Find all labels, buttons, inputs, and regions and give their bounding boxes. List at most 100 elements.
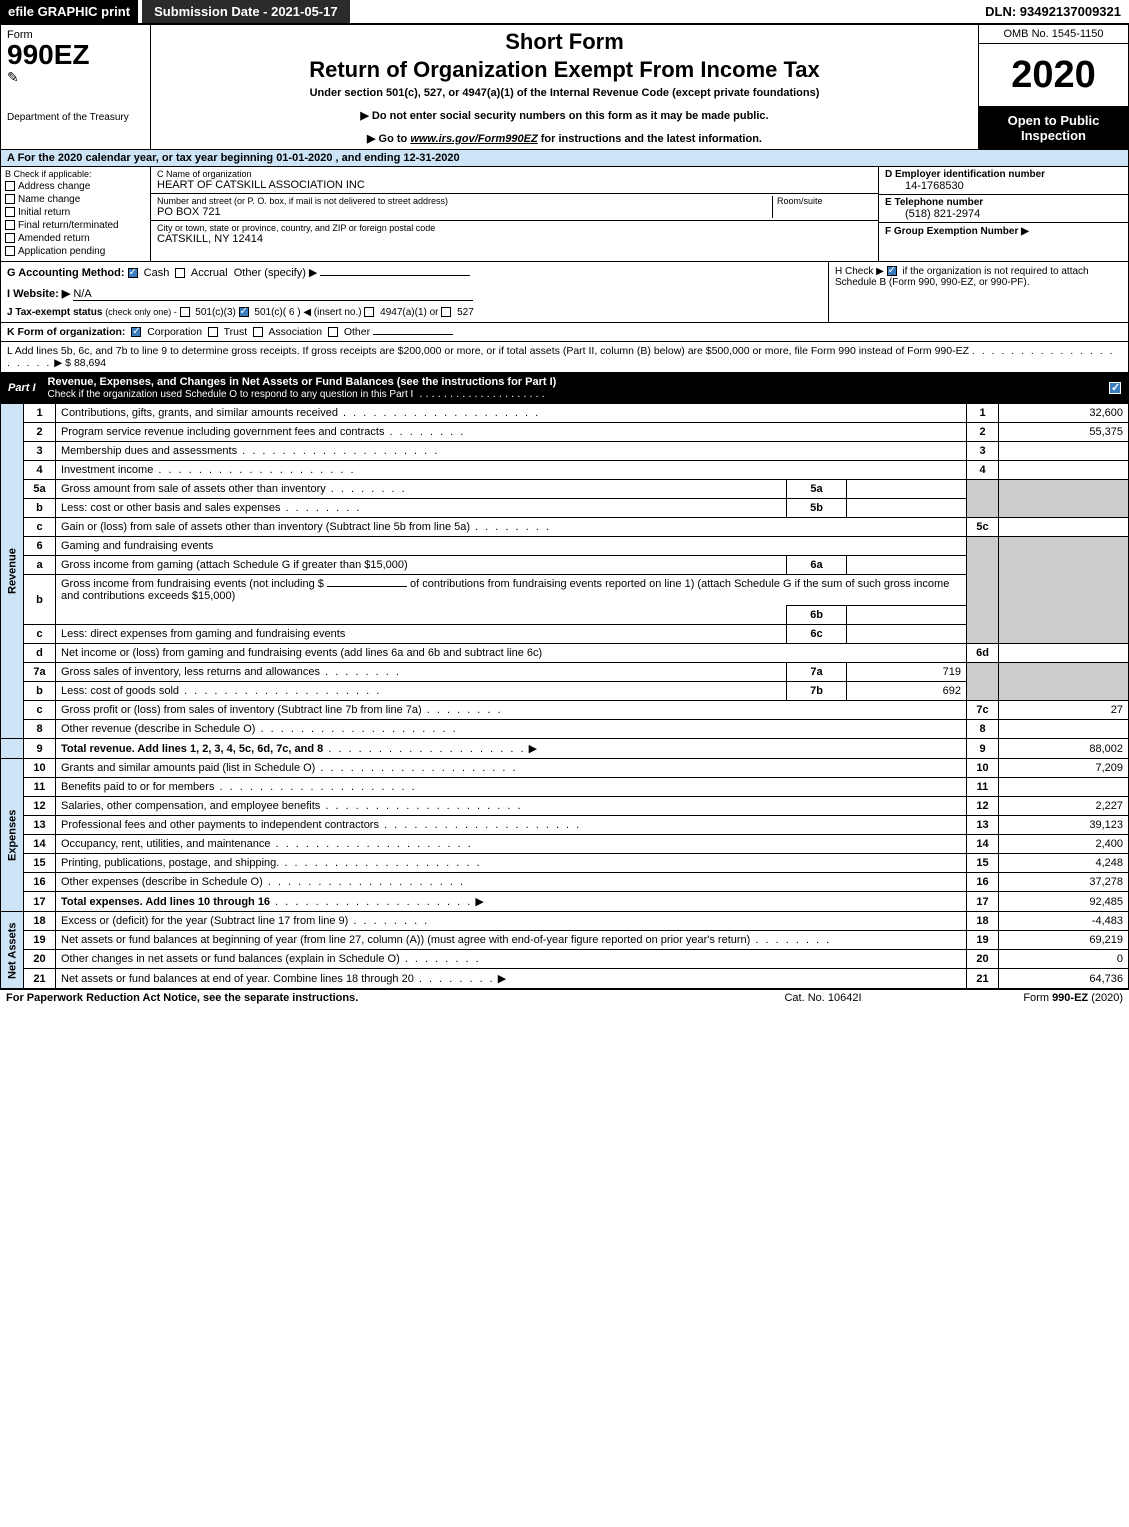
line-rn: 7c <box>967 701 999 720</box>
dots <box>379 819 581 831</box>
section-f: F Group Exemption Number ▶ <box>879 223 1128 261</box>
line-desc: Gross income from gaming (attach Schedul… <box>56 556 787 575</box>
line-amount: 32,600 <box>999 404 1129 423</box>
desc-text: Gross income from fundraising events (no… <box>61 578 324 590</box>
spacer <box>350 0 978 23</box>
short-form-title: Short Form <box>161 29 968 55</box>
sub-num: 6c <box>787 625 847 644</box>
line-desc: Excess or (deficit) for the year (Subtra… <box>56 912 967 931</box>
footer-left: For Paperwork Reduction Act Notice, see … <box>6 992 723 1004</box>
desc-text: Benefits paid to or for members <box>61 781 214 793</box>
table-row: 8 Other revenue (describe in Schedule O)… <box>1 720 1129 739</box>
dots <box>237 445 439 457</box>
irs-link[interactable]: www.irs.gov/Form990EZ <box>410 133 537 145</box>
chk-address-change[interactable]: Address change <box>5 181 146 192</box>
sub-val: 692 <box>847 682 967 701</box>
table-row: b Gross income from fundraising events (… <box>1 575 1129 606</box>
line-desc: Program service revenue including govern… <box>56 423 967 442</box>
line-rn: 18 <box>967 912 999 931</box>
chk-name-change[interactable]: Name change <box>5 194 146 205</box>
ein-value: 14-1768530 <box>885 180 1122 192</box>
checkbox-icon[interactable] <box>175 268 185 278</box>
line-rn: 12 <box>967 797 999 816</box>
checkbox-checked-icon[interactable] <box>131 327 141 337</box>
form-number: 990EZ <box>7 41 144 69</box>
chk-label: Initial return <box>18 207 70 218</box>
part1-table: Revenue 1 Contributions, gifts, grants, … <box>0 403 1129 989</box>
line-num: 9 <box>24 739 56 759</box>
submission-date: Submission Date - 2021-05-17 <box>142 0 350 23</box>
j-note: (check only one) - <box>105 307 177 317</box>
irs-logo-icon: ✎ <box>7 69 144 86</box>
line-amount: 7,209 <box>999 759 1129 778</box>
h-text1: H Check ▶ <box>835 266 884 277</box>
dots <box>255 723 457 735</box>
header-left: Form 990EZ ✎ Department of the Treasury <box>1 25 151 149</box>
sub-val <box>847 480 967 499</box>
checkbox-icon[interactable] <box>328 327 338 337</box>
line-rn: 3 <box>967 442 999 461</box>
chk-label: Address change <box>18 181 90 192</box>
table-row: 21 Net assets or fund balances at end of… <box>1 969 1129 989</box>
contrib-input[interactable] <box>327 586 407 587</box>
footer-form: 990-EZ <box>1052 992 1088 1004</box>
chk-initial-return[interactable]: Initial return <box>5 207 146 218</box>
checkbox-icon[interactable] <box>441 307 451 317</box>
line-desc: Grants and similar amounts paid (list in… <box>56 759 967 778</box>
part1-title-text: Revenue, Expenses, and Changes in Net As… <box>48 376 557 388</box>
line-num: 11 <box>24 778 56 797</box>
i-label: I Website: ▶ <box>7 288 70 300</box>
dots <box>338 407 540 419</box>
part1-label: Part I <box>8 382 36 394</box>
checkbox-icon[interactable] <box>208 327 218 337</box>
checkbox-icon[interactable] <box>253 327 263 337</box>
line-desc: Investment income <box>56 461 967 480</box>
dots <box>279 857 481 869</box>
k-other-input[interactable] <box>373 334 453 335</box>
part1-checkbox-checked-icon[interactable] <box>1109 382 1121 394</box>
g-other-input[interactable] <box>320 275 470 276</box>
line-rn: 21 <box>967 969 999 989</box>
dots <box>315 762 517 774</box>
line-amount <box>999 720 1129 739</box>
chk-application-pending[interactable]: Application pending <box>5 246 146 257</box>
expenses-sidelabel: Expenses <box>1 759 24 912</box>
section-k: K Form of organization: Corporation Trus… <box>0 323 1129 342</box>
checkbox-icon[interactable] <box>180 307 190 317</box>
row-a-tax-year: A For the 2020 calendar year, or tax yea… <box>0 150 1129 167</box>
checkbox-checked-icon[interactable] <box>887 266 897 276</box>
desc-text: Other expenses (describe in Schedule O) <box>61 876 263 888</box>
desc-text: Gain or (loss) from sale of assets other… <box>61 521 470 533</box>
dots <box>263 876 465 888</box>
table-row: Net Assets 18 Excess or (deficit) for th… <box>1 912 1129 931</box>
open-public-badge: Open to Public Inspection <box>979 107 1128 149</box>
checkbox-checked-icon[interactable] <box>239 307 249 317</box>
org-city-cell: City or town, state or province, country… <box>151 221 878 247</box>
line-num: 1 <box>24 404 56 423</box>
line-rn: 13 <box>967 816 999 835</box>
checkbox-icon[interactable] <box>364 307 374 317</box>
line-rn: 17 <box>967 892 999 912</box>
section-l: L Add lines 5b, 6c, and 7b to line 9 to … <box>0 342 1129 373</box>
checkbox-icon <box>5 220 15 230</box>
desc-text: Salaries, other compensation, and employ… <box>61 800 320 812</box>
line-amount: 2,400 <box>999 835 1129 854</box>
checkbox-checked-icon[interactable] <box>128 268 138 278</box>
desc-text: Less: cost of goods sold <box>61 685 179 697</box>
efile-label[interactable]: efile GRAPHIC print <box>0 0 138 23</box>
desc-text: Less: cost or other basis and sales expe… <box>61 502 281 514</box>
dots <box>153 464 355 476</box>
section-c: C Name of organization HEART OF CATSKILL… <box>151 167 878 261</box>
dots <box>320 800 522 812</box>
main-title: Return of Organization Exempt From Incom… <box>161 57 968 83</box>
checkbox-icon <box>5 207 15 217</box>
g-cash: Cash <box>144 267 170 279</box>
chk-final-return[interactable]: Final return/terminated <box>5 220 146 231</box>
chk-amended-return[interactable]: Amended return <box>5 233 146 244</box>
k-trust: Trust <box>224 326 248 338</box>
org-address: PO BOX 721 <box>157 206 772 218</box>
line-desc: Gross profit or (loss) from sales of inv… <box>56 701 967 720</box>
checkbox-icon <box>5 194 15 204</box>
line-rn: 2 <box>967 423 999 442</box>
l-amount: 88,694 <box>74 357 106 369</box>
